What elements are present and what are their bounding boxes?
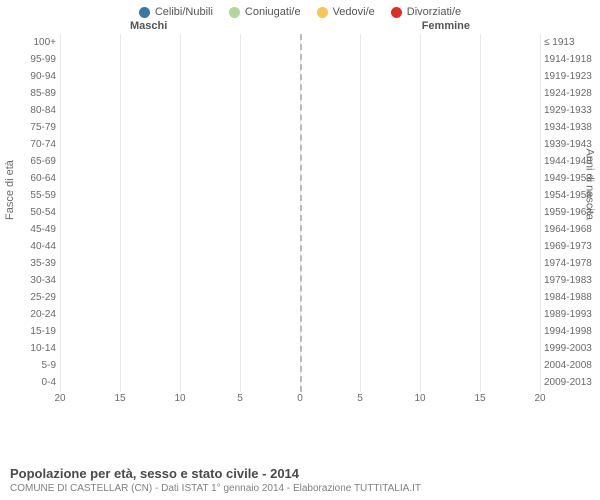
pyramid-chart: 100+≤ 191395-991914-191890-941919-192385… xyxy=(60,34,540,412)
legend-item: Celibi/Nubili xyxy=(139,6,213,18)
x-tick-label: 5 xyxy=(237,393,243,404)
birth-year-label: 1979-1983 xyxy=(544,275,598,286)
gender-labels: Maschi Femmine xyxy=(0,20,600,32)
birth-year-label: 1929-1933 xyxy=(544,105,598,116)
legend-label: Divorziati/e xyxy=(407,6,461,18)
label-maschi: Maschi xyxy=(130,20,167,32)
birth-year-label: 1944-1948 xyxy=(544,156,598,167)
birth-year-label: 1999-2003 xyxy=(544,343,598,354)
legend-label: Coniugati/e xyxy=(245,6,301,18)
legend-swatch-icon xyxy=(229,7,240,18)
pyramid-row: 0-42009-2013 xyxy=(60,374,540,391)
birth-year-label: 1959-1963 xyxy=(544,207,598,218)
legend-swatch-icon xyxy=(139,7,150,18)
pyramid-row: 80-841929-1933 xyxy=(60,102,540,119)
age-label: 75-79 xyxy=(8,122,56,133)
age-label: 25-29 xyxy=(8,292,56,303)
pyramid-row: 35-391974-1978 xyxy=(60,255,540,272)
birth-year-label: 1949-1953 xyxy=(544,173,598,184)
pyramid-row: 100+≤ 1913 xyxy=(60,34,540,51)
pyramid-row: 25-291984-1988 xyxy=(60,289,540,306)
legend-item: Coniugati/e xyxy=(229,6,301,18)
birth-year-label: 1939-1943 xyxy=(544,139,598,150)
birth-year-label: 1984-1988 xyxy=(544,292,598,303)
age-label: 65-69 xyxy=(8,156,56,167)
birth-year-label: 1954-1958 xyxy=(544,190,598,201)
age-label: 55-59 xyxy=(8,190,56,201)
birth-year-label: 1964-1968 xyxy=(544,224,598,235)
age-label: 50-54 xyxy=(8,207,56,218)
pyramid-row: 75-791934-1938 xyxy=(60,119,540,136)
pyramid-row: 60-641949-1953 xyxy=(60,170,540,187)
chart-subtitle: COMUNE DI CASTELLAR (CN) - Dati ISTAT 1°… xyxy=(10,483,590,494)
pyramid-row: 30-341979-1983 xyxy=(60,272,540,289)
age-label: 90-94 xyxy=(8,71,56,82)
pyramid-row: 55-591954-1958 xyxy=(60,187,540,204)
pyramid-row: 65-691944-1948 xyxy=(60,153,540,170)
chart-title: Popolazione per età, sesso e stato civil… xyxy=(10,466,590,481)
x-tick-label: 5 xyxy=(357,393,363,404)
age-label: 10-14 xyxy=(8,343,56,354)
x-axis: 201510505101520 xyxy=(60,389,540,409)
x-tick-label: 0 xyxy=(297,393,303,404)
pyramid-row: 40-441969-1973 xyxy=(60,238,540,255)
legend-item: Divorziati/e xyxy=(391,6,461,18)
pyramid-row: 20-241989-1993 xyxy=(60,306,540,323)
birth-year-label: 2009-2013 xyxy=(544,377,598,388)
age-label: 95-99 xyxy=(8,54,56,65)
birth-year-label: 1919-1923 xyxy=(544,71,598,82)
age-label: 15-19 xyxy=(8,326,56,337)
label-femmine: Femmine xyxy=(422,20,470,32)
legend-label: Celibi/Nubili xyxy=(155,6,213,18)
age-label: 80-84 xyxy=(8,105,56,116)
chart-legend: Celibi/Nubili Coniugati/e Vedovi/e Divorzia… xyxy=(0,0,600,20)
pyramid-row: 70-741939-1943 xyxy=(60,136,540,153)
pyramid-row: 85-891924-1928 xyxy=(60,85,540,102)
pyramid-row: 50-541959-1963 xyxy=(60,204,540,221)
x-tick-label: 15 xyxy=(114,393,125,404)
age-label: 100+ xyxy=(8,37,56,48)
birth-year-label: 2004-2008 xyxy=(544,360,598,371)
birth-year-label: ≤ 1913 xyxy=(544,37,598,48)
legend-item: Vedovi/e xyxy=(317,6,375,18)
x-tick-label: 15 xyxy=(474,393,485,404)
legend-swatch-icon xyxy=(391,7,402,18)
pyramid-row: 5-92004-2008 xyxy=(60,357,540,374)
age-label: 30-34 xyxy=(8,275,56,286)
pyramid-row: 45-491964-1968 xyxy=(60,221,540,238)
age-label: 0-4 xyxy=(8,377,56,388)
legend-label: Vedovi/e xyxy=(333,6,375,18)
age-label: 70-74 xyxy=(8,139,56,150)
birth-year-label: 1934-1938 xyxy=(544,122,598,133)
legend-swatch-icon xyxy=(317,7,328,18)
x-tick-label: 20 xyxy=(54,393,65,404)
pyramid-row: 10-141999-2003 xyxy=(60,340,540,357)
x-tick-label: 20 xyxy=(534,393,545,404)
gridline xyxy=(540,34,541,392)
birth-year-label: 1914-1918 xyxy=(544,54,598,65)
chart-footer: Popolazione per età, sesso e stato civil… xyxy=(10,466,590,494)
age-label: 60-64 xyxy=(8,173,56,184)
age-label: 85-89 xyxy=(8,88,56,99)
birth-year-label: 1924-1928 xyxy=(544,88,598,99)
birth-year-label: 1989-1993 xyxy=(544,309,598,320)
age-label: 35-39 xyxy=(8,258,56,269)
pyramid-row: 95-991914-1918 xyxy=(60,51,540,68)
birth-year-label: 1969-1973 xyxy=(544,241,598,252)
pyramid-row: 15-191994-1998 xyxy=(60,323,540,340)
age-label: 40-44 xyxy=(8,241,56,252)
x-tick-label: 10 xyxy=(414,393,425,404)
x-tick-label: 10 xyxy=(174,393,185,404)
birth-year-label: 1974-1978 xyxy=(544,258,598,269)
age-label: 45-49 xyxy=(8,224,56,235)
birth-year-label: 1994-1998 xyxy=(544,326,598,337)
age-label: 20-24 xyxy=(8,309,56,320)
age-label: 5-9 xyxy=(8,360,56,371)
pyramid-row: 90-941919-1923 xyxy=(60,68,540,85)
